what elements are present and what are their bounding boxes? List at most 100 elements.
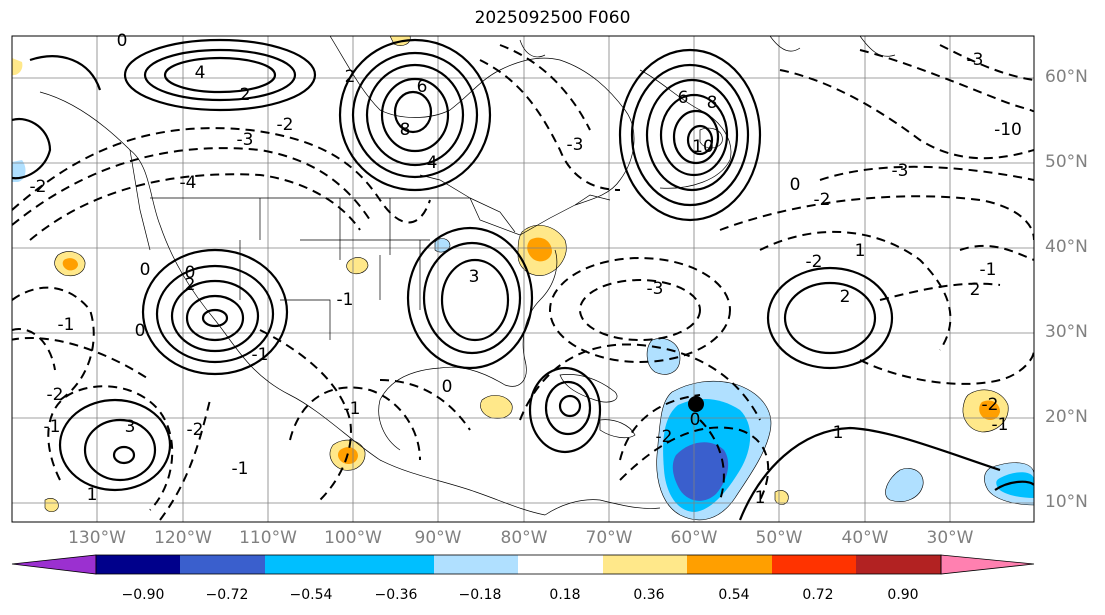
colorbar-extend-left — [11, 554, 97, 575]
contour-label: -1 — [344, 399, 361, 419]
fill-yellow-small — [774, 490, 789, 505]
contour-label: 0 — [442, 377, 453, 397]
contour-label: -2 — [814, 190, 831, 210]
contour-label: -3 — [567, 135, 584, 155]
colorbar-bin — [518, 555, 603, 574]
contour-label: 1 — [855, 241, 866, 261]
contour-label: 0 — [117, 31, 128, 51]
lon-label: 90°W — [414, 528, 462, 548]
lon-label: 30°W — [926, 528, 974, 548]
contour-label: 1 — [87, 485, 98, 505]
contour-label: -3 — [967, 50, 984, 70]
map-title: 2025092500 F060 — [474, 8, 631, 28]
lat-label: 30°N — [1045, 322, 1088, 342]
contour-label: 1 — [755, 488, 766, 508]
colorbar-tick-label: −0.18 — [458, 587, 502, 603]
colorbar-bin — [603, 555, 687, 574]
colorbar-tick-label: 0.90 — [887, 587, 919, 603]
lat-label: 40°N — [1045, 237, 1088, 257]
contour-label: 2 — [840, 287, 851, 307]
contour-label: 2 — [185, 275, 196, 295]
lat-label: 60°N — [1045, 67, 1088, 87]
contour-label: 0 — [140, 260, 151, 280]
colorbar-tick-label: 0.72 — [802, 587, 834, 603]
map-frame — [11, 35, 1035, 523]
fill-yellow-topleft — [12, 58, 23, 76]
map-background — [12, 36, 1034, 522]
colorbar-bin — [772, 555, 856, 574]
contour-label: -1 — [980, 260, 997, 280]
colorbar — [11, 554, 1035, 575]
lat-label: 50°N — [1045, 152, 1088, 172]
fill-blue-east — [885, 468, 924, 502]
contour-label: -3 — [647, 279, 664, 299]
contour-label: 0 — [135, 321, 146, 341]
contour-label: -2 — [187, 420, 204, 440]
lon-label: 100°W — [324, 528, 382, 548]
colorbar-bin — [180, 555, 265, 574]
lat-label: 20°N — [1045, 407, 1088, 427]
colorbar-extend-right — [940, 554, 1035, 575]
contour-label: 8 — [400, 120, 411, 140]
contour-label: 6 — [678, 88, 689, 108]
contour-label: 3 — [125, 417, 136, 437]
lon-label: 110°W — [239, 528, 297, 548]
contour-label: 8 — [707, 93, 718, 113]
contour-label: -4 — [180, 173, 197, 193]
contour-label: -2 — [30, 177, 47, 197]
colorbar-bin — [349, 555, 434, 574]
contour-label: -3 — [237, 130, 254, 150]
colorbar-tick-label: 0.36 — [633, 587, 665, 603]
contour-label: -1 — [252, 345, 269, 365]
contour-label: 0 — [690, 410, 701, 430]
contour-label: -1 — [58, 315, 75, 335]
colorbar-tick-label: 0.54 — [718, 587, 750, 603]
lon-label: 70°W — [585, 528, 633, 548]
contour-label: -1 — [232, 459, 249, 479]
fill-orange-midatlantic — [527, 237, 552, 262]
fill-yellow-small2 — [44, 498, 59, 513]
contour-label: -1 — [337, 290, 354, 310]
colorbar-tick-label: −0.36 — [374, 587, 418, 603]
contour-label: 6 — [417, 77, 428, 97]
contour-label: 3 — [469, 267, 480, 287]
contour-label: -2 — [806, 252, 823, 272]
lon-label: 40°W — [841, 528, 889, 548]
colorbar-bin — [856, 555, 941, 574]
contour-label: 4 — [427, 153, 438, 173]
colorbar-bin — [687, 555, 772, 574]
contour-label: -2 — [656, 427, 673, 447]
coastlines — [39, 36, 896, 516]
colorbar-bin — [265, 555, 349, 574]
fill-cyan-east — [996, 472, 1034, 498]
lon-label: 130°W — [68, 528, 126, 548]
colorbar-tick-label: −0.90 — [121, 587, 165, 603]
colorbar-tick-label: 0.18 — [549, 587, 581, 603]
contour-label: 2 — [240, 85, 251, 105]
fill-yellow-plains — [346, 257, 369, 275]
contour-label: -1 — [992, 415, 1009, 435]
lat-label: 10°N — [1045, 492, 1088, 512]
contour-label: 2 — [345, 67, 356, 87]
contour-label: -2 — [47, 385, 64, 405]
contour-label: 0 — [185, 263, 196, 283]
lon-label: 50°W — [755, 528, 803, 548]
contour-label-group: 0 4 2 -2 -3 -4 6 8 4 2 -3 6 8 10 0 -2 -3… — [30, 31, 1022, 508]
contour-label: -2 — [277, 115, 294, 135]
fill-orange-east — [979, 400, 1000, 420]
contour-label: -3 — [892, 161, 909, 181]
contour-label: 1 — [833, 423, 844, 443]
colorbar-bin — [96, 555, 180, 574]
fill-yellow-gulf — [480, 395, 513, 419]
contour-label: 10 — [692, 137, 714, 157]
lon-label: 80°W — [500, 528, 548, 548]
lon-label: 120°W — [154, 528, 212, 548]
colorbar-tick-label: −0.72 — [205, 587, 249, 603]
contour-label: -1 — [44, 417, 61, 437]
colorbar-tick-label: −0.54 — [289, 587, 333, 603]
contour-label: 0 — [790, 175, 801, 195]
fill-orange-pacific — [62, 258, 78, 271]
fill-darkblue-atlantic — [672, 442, 729, 501]
contour-label: -10 — [994, 120, 1022, 140]
